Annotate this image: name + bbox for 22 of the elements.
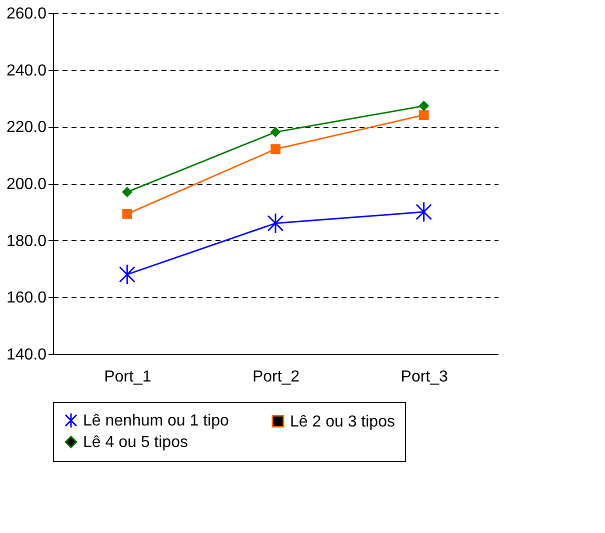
- y-tick-label: 200.0: [6, 176, 47, 193]
- x-tick-label: Port_3: [400, 368, 448, 386]
- x-tick-label: Port_1: [104, 368, 152, 386]
- y-tick-label: 240.0: [6, 62, 47, 80]
- point: [270, 144, 280, 154]
- point: [122, 208, 132, 219]
- point: [270, 127, 280, 137]
- point: [416, 202, 432, 222]
- point: [418, 110, 429, 120]
- point: [119, 264, 136, 285]
- y-tick-label: 220.0: [6, 119, 47, 136]
- legend-label: Lê 4 ou 5 tipos: [83, 434, 188, 451]
- legend-label: Lê nenhum ou 1 tipo: [83, 412, 229, 430]
- legend-label: Lê 2 ou 3 tipos: [290, 413, 395, 430]
- x-tick-label: Port_2: [252, 368, 300, 386]
- y-tick-label: 140.0: [6, 346, 47, 364]
- point: [267, 212, 284, 234]
- point: [122, 187, 132, 197]
- y-tick-label: 180.0: [6, 232, 47, 250]
- y-tick-label: 260.0: [6, 6, 47, 22]
- point: [418, 100, 429, 111]
- y-tick-label: 160.0: [6, 290, 47, 307]
